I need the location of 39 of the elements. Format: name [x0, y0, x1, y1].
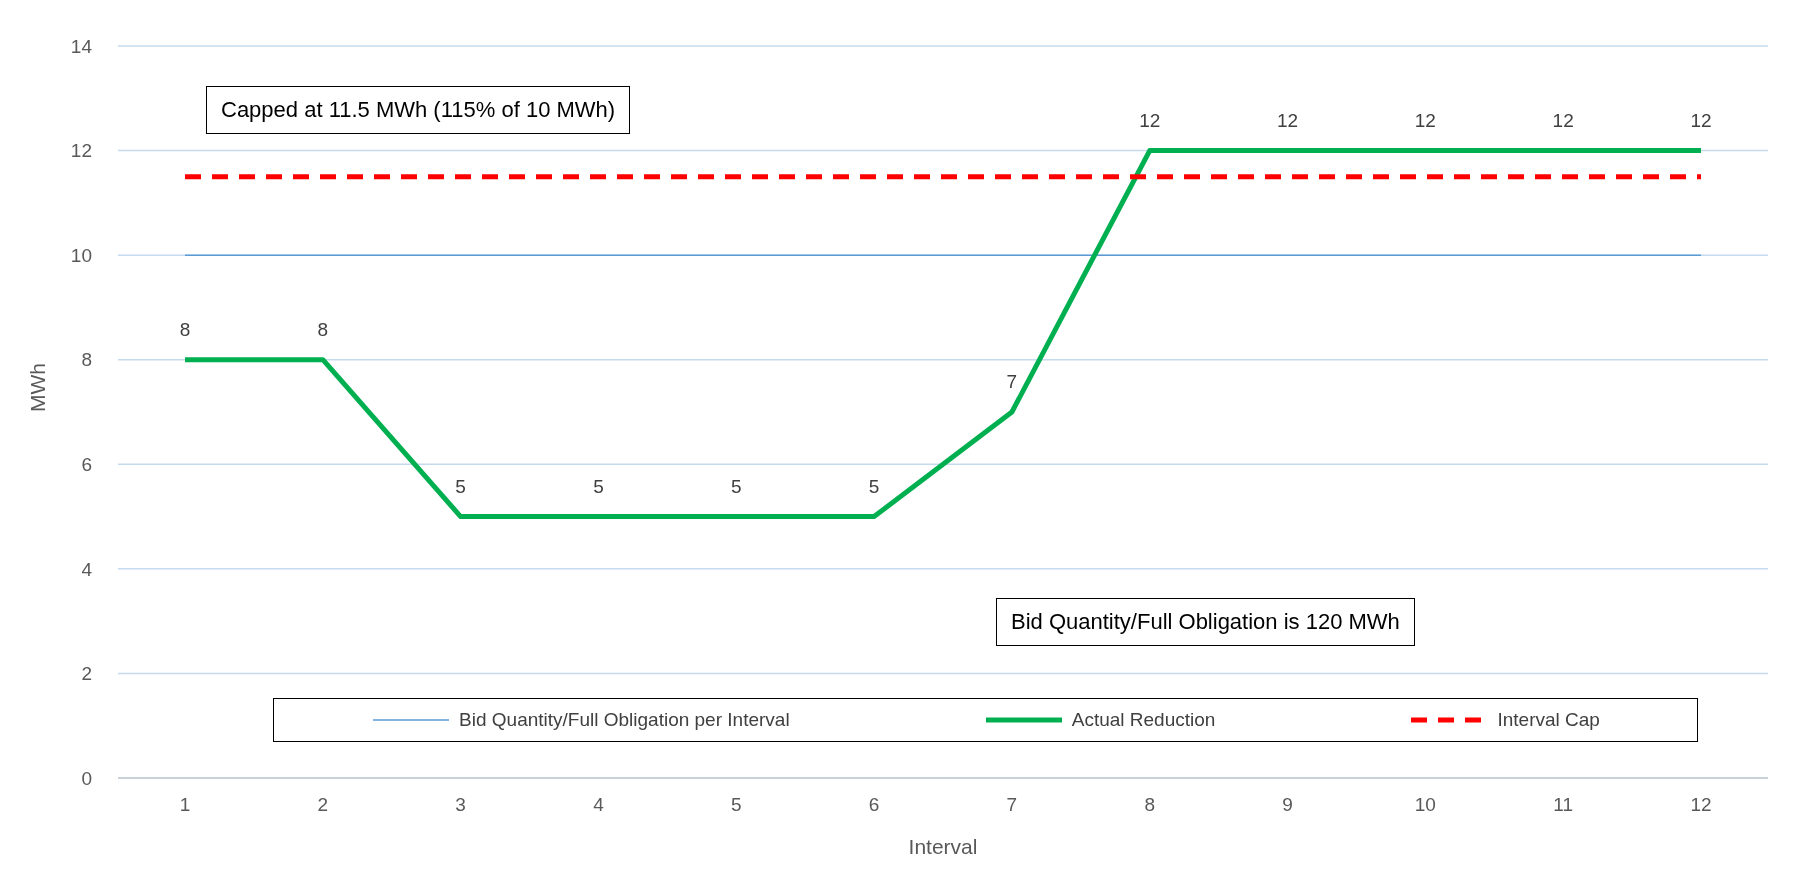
y-tick-label: 2	[81, 663, 92, 685]
x-tick-label: 8	[1144, 794, 1156, 816]
x-tick-label: 1	[179, 794, 191, 816]
data-label: 5	[868, 475, 880, 497]
legend-label: Bid Quantity/Full Obligation per Interval	[459, 709, 790, 731]
x-axis-title: Interval	[908, 835, 978, 858]
x-tick-label: 3	[455, 794, 466, 816]
x-tick-label: 10	[1414, 794, 1436, 816]
data-label: 12	[1552, 109, 1574, 131]
x-tick-label: 4	[593, 794, 605, 816]
x-tick-label: 9	[1282, 794, 1293, 816]
x-tick-label: 12	[1690, 794, 1712, 816]
data-label: 12	[1414, 109, 1436, 131]
y-axis-title: MWh	[26, 363, 50, 412]
y-tick-label: 6	[81, 454, 92, 476]
legend-label: Interval Cap	[1497, 709, 1600, 731]
x-tick-label: 7	[1006, 794, 1018, 816]
legend-label: Actual Reduction	[1071, 709, 1216, 731]
x-tick-label: 11	[1553, 794, 1574, 816]
data-label: 12	[1139, 109, 1161, 131]
data-label: 8	[179, 318, 191, 340]
y-tick-label: 4	[81, 558, 93, 580]
x-tick-label: 5	[730, 794, 742, 816]
data-label: 12	[1690, 109, 1712, 131]
annotation: Capped at 11.5 MWh (115% of 10 MWh)	[206, 86, 631, 134]
y-tick-label: 14	[70, 35, 93, 57]
annotation: Bid Quantity/Full Obligation is 120 MWh	[996, 598, 1415, 646]
data-label: 5	[593, 475, 604, 497]
y-tick-label: 0	[81, 767, 92, 789]
y-tick-label: 12	[70, 140, 92, 162]
x-tick-label: 2	[317, 794, 329, 816]
data-label: 12	[1276, 109, 1299, 131]
data-label: 7	[1006, 371, 1018, 392]
data-label: 8	[317, 318, 329, 340]
data-label: 5	[730, 475, 742, 497]
y-tick-label: 8	[81, 349, 92, 371]
x-tick-label: 6	[868, 794, 880, 816]
data-label: 5	[455, 475, 466, 497]
y-tick-label: 10	[70, 244, 92, 266]
